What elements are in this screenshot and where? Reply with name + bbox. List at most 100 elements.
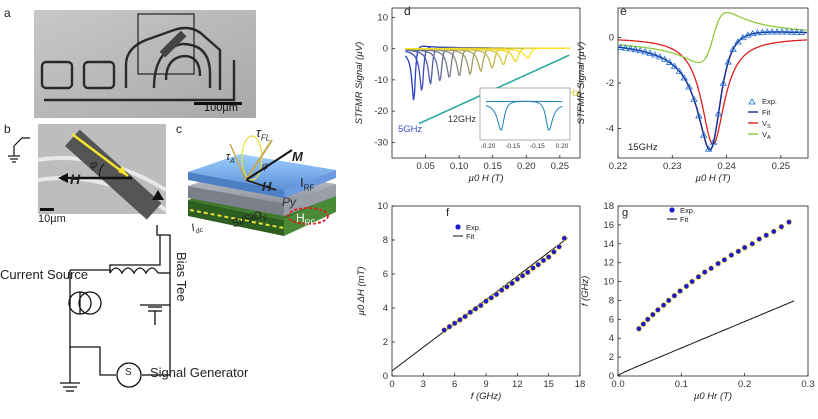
panel-b-diagram bbox=[8, 124, 168, 220]
chart-e-legend-entry: VA bbox=[762, 130, 771, 141]
chart-e-exp-point bbox=[631, 45, 640, 53]
chart-g-data-point bbox=[770, 228, 777, 235]
chart-e-ytick-label: -2 bbox=[606, 78, 614, 89]
chart-g-data-point bbox=[695, 273, 702, 280]
chart-g-xtick-label: 0.3 bbox=[801, 379, 814, 390]
panel-b-scale-bar-label: 10µm bbox=[38, 213, 66, 225]
chart-g-legend-exp: Exp. bbox=[680, 206, 695, 215]
chart-e-exp-point bbox=[753, 29, 762, 36]
chart-d-series-12ghz bbox=[405, 47, 570, 73]
chart-f-data-point bbox=[545, 254, 552, 260]
chart-f-xtick-label: 6 bbox=[452, 379, 457, 390]
chart-e-exp-point bbox=[651, 51, 659, 58]
phi-label: φ bbox=[262, 161, 269, 172]
chart-f-frame bbox=[391, 205, 581, 377]
chart-e-exp-point bbox=[778, 28, 786, 35]
chart-f-data-point bbox=[550, 249, 557, 255]
chart-g-data-point bbox=[683, 283, 690, 290]
chart-f-xtick-label: 9 bbox=[483, 379, 488, 390]
chart-g-xlabel: µ0 Hr (T) bbox=[694, 391, 732, 402]
chart-e-exp-point bbox=[641, 48, 649, 55]
chart-g-data-point bbox=[644, 316, 651, 323]
chart-e-exp-point bbox=[709, 138, 718, 145]
chart-f-xtick-label: 3 bbox=[421, 379, 426, 390]
chart-e: 0.22 0.23 0.24 0.25 -4 -2 0 µ0 H (T) STFMR Signa… bbox=[576, 7, 809, 184]
chart-f-data-point bbox=[477, 302, 484, 309]
chart-g-ytick-label: 2 bbox=[609, 352, 614, 363]
chart-e-exp-point bbox=[714, 110, 723, 117]
panel-b-angle-label: φ bbox=[90, 159, 98, 171]
chart-d-series-10ghz bbox=[405, 47, 570, 76]
chart-e-legend-sub: S bbox=[767, 124, 771, 130]
chart-e-exp-point bbox=[748, 29, 757, 37]
chart-g-ytick-label: 0 bbox=[609, 371, 614, 382]
chart-d-inset-xtick-label: -0.20 bbox=[481, 143, 496, 150]
chart-f-data-point bbox=[456, 317, 463, 323]
chart-g-data-point bbox=[786, 219, 792, 225]
panel-a-letter: a bbox=[4, 6, 11, 20]
chart-e-ytick-label: -4 bbox=[606, 123, 614, 134]
chart-f-data-point bbox=[488, 294, 495, 301]
chart-e-exp-point bbox=[636, 46, 644, 54]
chart-f-data-point bbox=[530, 265, 536, 271]
current-source-label: Current Source bbox=[0, 267, 89, 282]
chart-d-frame bbox=[391, 7, 581, 159]
chart-e-exp-point bbox=[724, 58, 732, 65]
chart-e-legend-marker bbox=[748, 98, 756, 105]
chart-f-data-point bbox=[561, 235, 568, 242]
chart-g-panel-letter: g bbox=[622, 207, 628, 219]
chart-f-data-point bbox=[540, 257, 547, 264]
chart-e-exp-point bbox=[617, 43, 625, 50]
chart-g-ytick-label: 8 bbox=[609, 295, 614, 306]
chart-e-va-curve bbox=[617, 11, 807, 64]
chart-f-legend-marker bbox=[455, 224, 461, 230]
chart-f-data-point bbox=[556, 243, 563, 250]
chart-g-data-point bbox=[756, 236, 763, 242]
chart-g-data-point bbox=[749, 240, 756, 247]
panel-e-letter: e bbox=[620, 4, 627, 18]
chart-g-data-point bbox=[655, 306, 661, 313]
chart-g-xtick-label: 0.2 bbox=[738, 379, 751, 390]
chart-f-data-point bbox=[462, 313, 469, 320]
chart-f-ytick-label: 2 bbox=[383, 337, 388, 348]
chart-e-exp-point bbox=[621, 44, 630, 51]
chart-f-data-point bbox=[514, 276, 521, 282]
generator-symbol: S bbox=[125, 367, 132, 378]
chart-f-ylabel: µ0 ΔH (mT) bbox=[356, 267, 367, 316]
chart-e-legend-sub: A bbox=[767, 135, 771, 141]
chart-e-exp-point bbox=[626, 45, 635, 52]
chart-g-data-point bbox=[728, 252, 735, 259]
chart-e-frame bbox=[617, 7, 809, 159]
magnetization-label: M bbox=[292, 149, 303, 164]
chart-g-ytick-label: 18 bbox=[603, 201, 614, 212]
chart-g-data-point bbox=[665, 297, 672, 304]
bias-tee-label: Bias Tee bbox=[174, 252, 189, 302]
chart-g-ytick-label: 4 bbox=[609, 333, 614, 344]
chart-g-data-point bbox=[649, 311, 656, 318]
chart-f-ytick-label: 8 bbox=[383, 235, 388, 246]
chart-e-exp-point bbox=[690, 95, 698, 102]
chart-g-data-point bbox=[708, 265, 714, 272]
chart-e-exp-point bbox=[783, 28, 791, 35]
chart-g-data-point bbox=[640, 321, 647, 327]
chart-f-data-point bbox=[535, 261, 542, 268]
chart-e-xtick-label: 0.25 bbox=[772, 161, 791, 172]
chart-g-data-point bbox=[715, 260, 721, 267]
chart-f-data-point bbox=[472, 305, 479, 312]
chart-e-ytick-label: 0 bbox=[609, 33, 614, 44]
chart-f-ytick-label: 4 bbox=[383, 303, 388, 314]
chart-e-exp-point bbox=[680, 74, 688, 81]
panel-c-schematic bbox=[188, 135, 336, 236]
chart-g-data-point bbox=[701, 269, 708, 276]
chart-e-exp-point bbox=[685, 83, 693, 90]
chart-d-inset-xtick-label: -0.15 bbox=[530, 143, 545, 150]
chart-f-legend-fit: Fit bbox=[466, 232, 475, 241]
chart-e-exp-point bbox=[734, 38, 742, 45]
chart-g-data-point bbox=[689, 278, 695, 285]
chart-e-freq-label: 15GHz bbox=[628, 142, 658, 153]
chart-g-ytick-label: 16 bbox=[603, 220, 614, 231]
chart-e-xtick-label: 0.23 bbox=[663, 161, 682, 172]
chart-g-data-point bbox=[778, 223, 785, 230]
chart-d-inset-xtick-label: 0.20 bbox=[556, 143, 569, 150]
signal-generator-label: Signal Generator bbox=[150, 365, 249, 380]
